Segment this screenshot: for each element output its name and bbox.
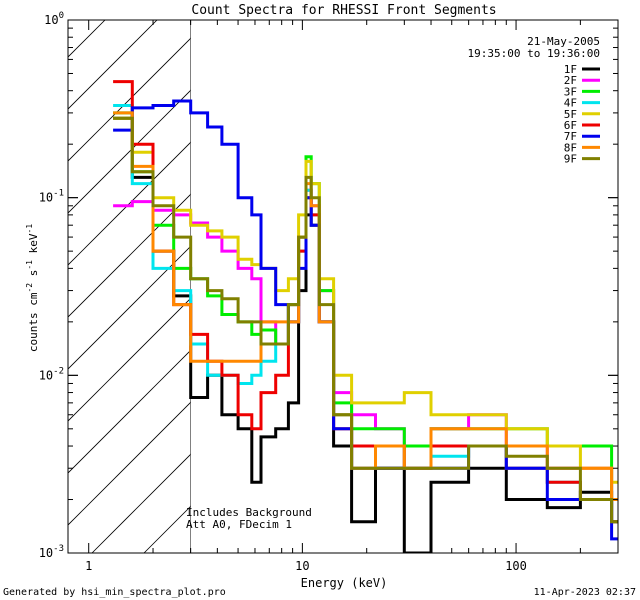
axis-ticks: [68, 19, 619, 554]
y-tick-exp: -3: [53, 544, 64, 554]
timestamp-label: 11-Apr-2023 02:37: [534, 587, 636, 598]
series-line-5F: [113, 116, 618, 484]
hatch-line: [352, 0, 640, 553]
y-tick-exp: 0: [59, 11, 64, 21]
plot-frame: [67, 19, 619, 554]
series-line-1F: [113, 116, 618, 553]
legend-label-3F: 3F: [564, 85, 577, 98]
y-tick-base: 10: [44, 13, 58, 27]
y-tick-label-0.001: 10-3: [39, 544, 64, 560]
y-tick-exp: -1: [53, 189, 64, 199]
y-tick-base: 10: [39, 546, 53, 560]
annotation-background: Includes Background: [186, 506, 312, 519]
svg-text:10-2: 10-2: [39, 366, 64, 382]
series-line-4F: [113, 104, 618, 524]
hatch-line: [68, 349, 191, 474]
hatch-line: [404, 0, 640, 553]
date-label: 21-May-2005: [527, 35, 600, 48]
y-tick-base: 10: [39, 368, 53, 382]
hatch-line: [68, 297, 191, 422]
legend-label-4F: 4F: [564, 97, 577, 110]
series-line-9F: [113, 116, 618, 524]
hatch-line: [68, 193, 191, 318]
y-tick-base: 10: [39, 191, 53, 205]
y-axis-label: counts cm-2 s-1 keV-1: [25, 224, 40, 352]
series-line-3F: [113, 111, 618, 501]
hatch-line: [68, 401, 191, 526]
x-tick-label-1: 1: [85, 559, 92, 573]
hatch-line: [68, 141, 191, 266]
legend-label-6F: 6F: [564, 119, 577, 132]
chart-title: Count Spectra for RHESSI Front Segments: [191, 3, 496, 18]
annotation-attenuator: Att A0, FDecim 1: [186, 518, 292, 531]
generated-by-label: Generated by hsi_min_spectra_plot.pro: [3, 587, 226, 598]
legend-label-2F: 2F: [564, 74, 577, 87]
series-layer: [113, 80, 618, 553]
y-tick-label-1: 100: [44, 11, 64, 27]
hatch-line: [68, 37, 191, 162]
svg-text:100: 100: [44, 11, 64, 27]
hatch-line: [68, 20, 106, 58]
x-axis-label: Energy (keV): [301, 576, 388, 590]
x-tick-label-100: 100: [505, 559, 527, 573]
hatch-line: [68, 245, 191, 370]
legend-label-8F: 8F: [564, 141, 577, 154]
y-tick-label-0.01: 10-2: [39, 366, 64, 382]
svg-text:10-3: 10-3: [39, 544, 64, 560]
series-line-7F: [113, 99, 618, 541]
hatch-line: [612, 0, 640, 553]
svg-text:10-1: 10-1: [39, 189, 64, 205]
background-hatch-region: [0, 0, 640, 553]
hatch-line: [68, 20, 158, 110]
legend-label-5F: 5F: [564, 108, 577, 121]
y-tick-exp: -2: [53, 366, 64, 376]
legend-label-9F: 9F: [564, 153, 577, 166]
time-range-label: 19:35:00 to 19:36:00: [468, 47, 600, 60]
series-line-8F: [113, 111, 618, 501]
legend-label-1F: 1F: [564, 63, 577, 76]
hatch-line: [68, 89, 191, 214]
legend-label-7F: 7F: [564, 130, 577, 143]
hatch-line: [0, 0, 120, 553]
y-tick-label-0.1: 10-1: [39, 189, 64, 205]
x-tick-label-10: 10: [295, 559, 309, 573]
